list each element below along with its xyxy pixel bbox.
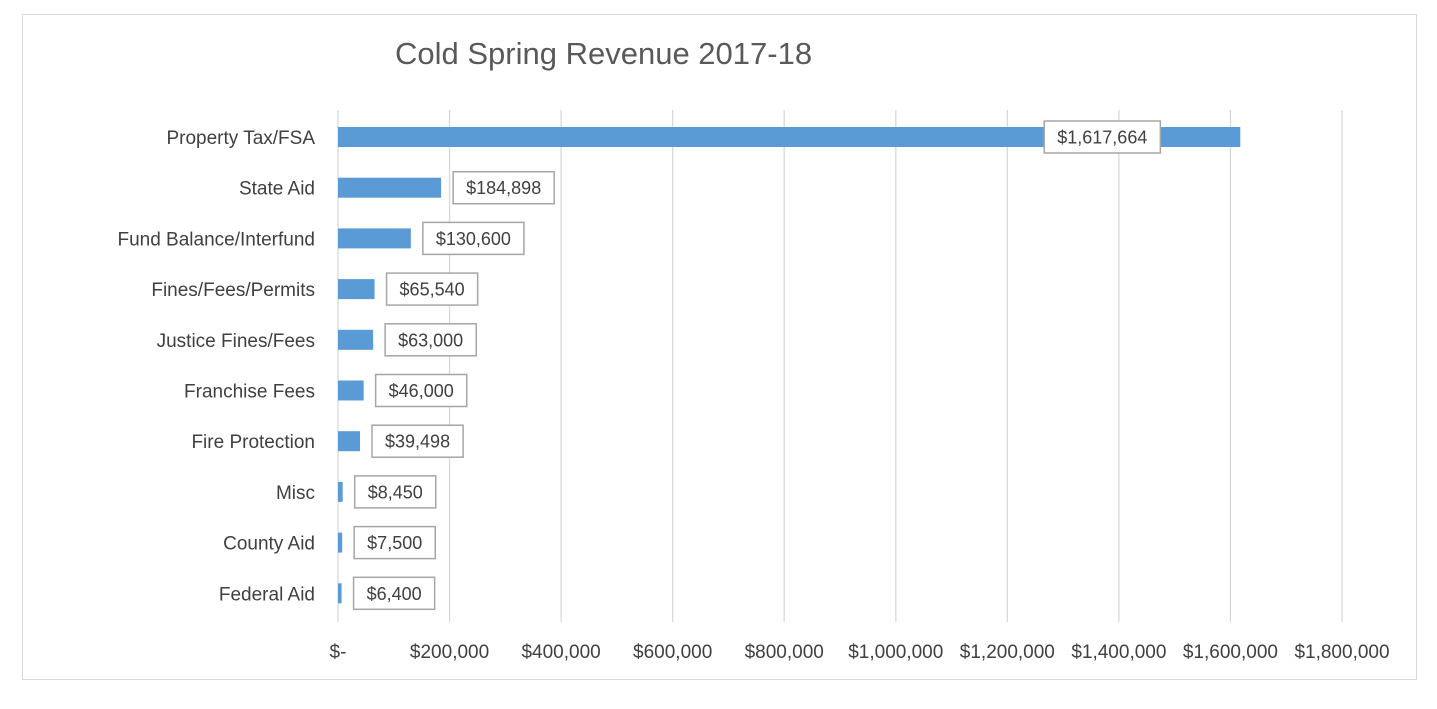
bar: [338, 583, 342, 604]
data-label-box: [422, 221, 525, 256]
category-label: County Aid: [223, 534, 315, 555]
category-label: Misc: [276, 483, 315, 504]
chart-title: Cold Spring Revenue 2017-18: [395, 36, 813, 71]
data-label: $63,000: [384, 323, 477, 357]
category-label: State Aid: [239, 179, 315, 200]
x-tick-label: $1,000,000: [848, 642, 943, 663]
data-label-text: $1,617,664: [1057, 128, 1147, 148]
data-label-box: [353, 525, 436, 560]
data-label-box: [385, 272, 479, 306]
chart-frame: [22, 14, 1417, 680]
gridlines: [337, 110, 1343, 622]
category-label: Franchise Fees: [184, 382, 315, 403]
category-label: Fund Balance/Interfund: [117, 229, 315, 250]
data-label-text: $7,500: [367, 533, 422, 553]
bar: [338, 380, 364, 401]
data-label: $46,000: [374, 373, 468, 408]
data-label-box: [374, 373, 468, 408]
data-label-text: $6,400: [367, 584, 422, 604]
x-tick-label: $800,000: [745, 642, 824, 663]
bar: [338, 177, 442, 198]
bar: [338, 481, 343, 502]
data-label: $8,450: [353, 475, 437, 509]
data-label: $6,400: [352, 576, 436, 611]
x-tick-label: $-: [330, 642, 347, 663]
data-labels: $1,617,664 $184,898 $130,600 $65,540 $63,000…: [352, 120, 1162, 611]
data-label: $1,617,664: [1043, 120, 1162, 154]
category-label: Justice Fines/Fees: [157, 331, 315, 352]
data-label-text: $39,498: [385, 432, 450, 452]
data-label: $65,540: [385, 272, 479, 306]
x-tick-label: $1,200,000: [960, 642, 1055, 663]
bars: [338, 127, 1241, 604]
data-label-text: $130,600: [436, 229, 511, 249]
data-label-text: $46,000: [389, 381, 454, 401]
bar: [338, 431, 361, 452]
category-labels: Property Tax/FSA State Aid Fund Balance/In…: [117, 128, 315, 605]
data-label-box: [352, 576, 436, 611]
data-label-text: $8,450: [368, 482, 423, 502]
x-tick-labels: $- $200,000 $400,000 $600,000 $800,000 $1,000…: [330, 642, 1390, 663]
bar: [338, 279, 375, 300]
data-label: $7,500: [353, 525, 436, 560]
data-label-text: $184,898: [466, 178, 541, 198]
data-label-box: [452, 170, 555, 205]
data-label-text: $65,540: [400, 280, 465, 300]
x-tick-label: $1,800,000: [1294, 642, 1389, 663]
x-tick-label: $200,000: [410, 642, 489, 663]
category-label: Property Tax/FSA: [166, 128, 315, 149]
bar: [338, 228, 411, 249]
data-label-box: [1043, 120, 1162, 154]
bar: [338, 127, 1241, 147]
x-tick-label: $600,000: [633, 642, 712, 663]
x-tick-label: $1,600,000: [1183, 642, 1278, 663]
data-label: $184,898: [452, 170, 555, 205]
bar: [338, 329, 374, 350]
data-label-box: [371, 424, 464, 458]
category-label: Fines/Fees/Permits: [151, 280, 315, 301]
category-label: Federal Aid: [219, 584, 315, 605]
category-label: Fire Protection: [191, 432, 315, 453]
x-tick-label: $400,000: [521, 642, 600, 663]
data-label: $130,600: [422, 221, 525, 256]
data-label-box: [353, 475, 437, 509]
x-tick-label: $1,400,000: [1071, 642, 1166, 663]
data-label-text: $63,000: [398, 330, 463, 350]
data-label-box: [384, 323, 477, 357]
data-label: $39,498: [371, 424, 464, 458]
bar: [338, 532, 343, 553]
